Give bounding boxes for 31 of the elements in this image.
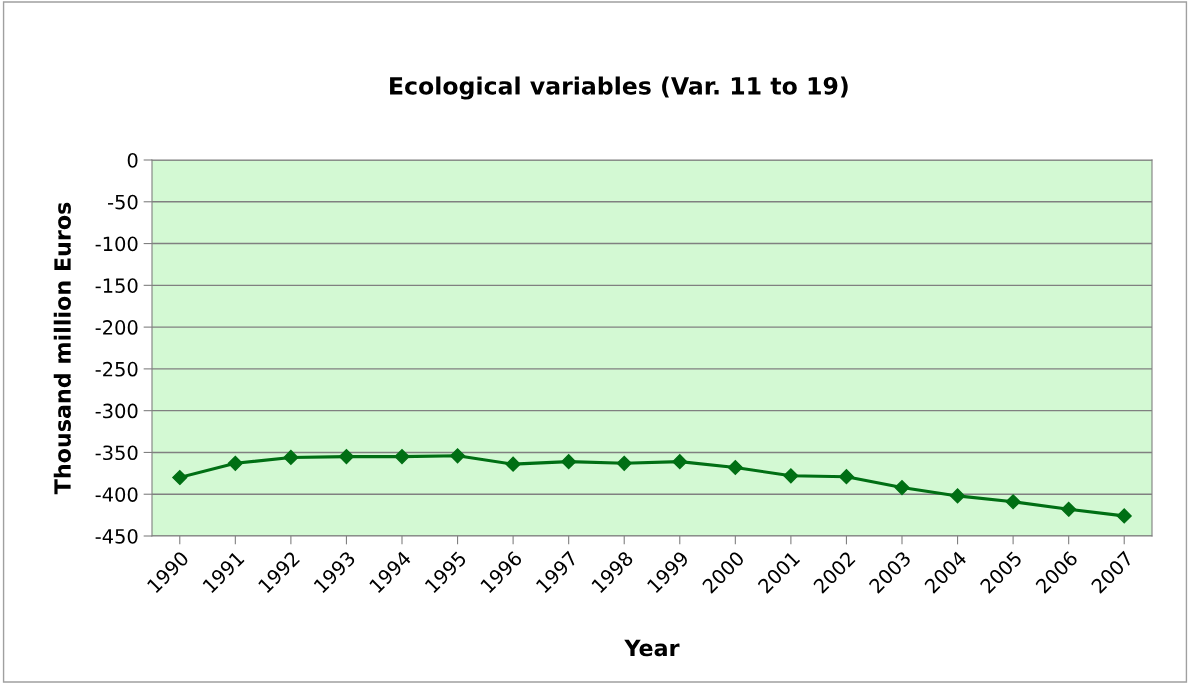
y-axis-title: Thousand million Euros: [53, 202, 71, 495]
x-axis-title: Year: [624, 639, 680, 657]
point: [727, 459, 743, 476]
y-tick-label: -100: [95, 236, 138, 252]
y-tick-label: -450: [95, 528, 138, 544]
y-tick-label: -200: [95, 320, 138, 335]
y-tick-label: -150: [95, 278, 138, 293]
point: [1005, 494, 1021, 510]
point: [505, 456, 521, 472]
point: [838, 469, 855, 485]
chart-title: Ecological variables (Var. 11 to 19): [390, 76, 848, 100]
point: [783, 468, 799, 484]
y-tick-label: -300: [95, 403, 138, 419]
point: [672, 454, 688, 470]
point: [394, 449, 410, 465]
y-tick-label: -250: [95, 361, 138, 377]
point: [894, 479, 910, 496]
point: [1116, 508, 1132, 524]
point: [338, 449, 355, 465]
point: [172, 469, 188, 486]
point: [227, 455, 243, 471]
y-tick-label: -50: [108, 194, 138, 210]
y-tick-label: 0: [127, 152, 138, 168]
y-tick-label: -400: [95, 487, 138, 502]
point: [449, 448, 466, 464]
point: [616, 455, 632, 471]
point: [283, 449, 299, 466]
y-tick-label: -350: [95, 445, 138, 461]
point: [1061, 501, 1077, 517]
point: [949, 488, 966, 504]
point: [561, 454, 577, 470]
